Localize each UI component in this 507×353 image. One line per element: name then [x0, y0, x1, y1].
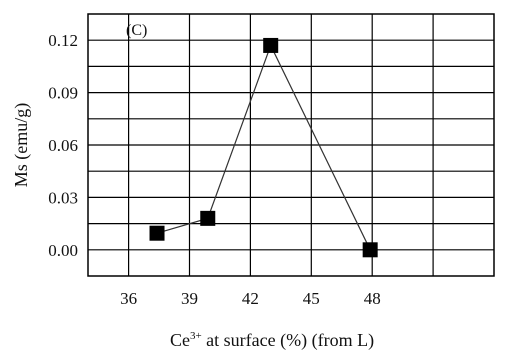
series-line: [156, 43, 371, 251]
data-point: [263, 37, 279, 53]
grid: [88, 14, 494, 276]
x-tick-label: 48: [364, 289, 381, 308]
data-point: [362, 242, 378, 258]
data-point: [149, 225, 165, 241]
y-tick-label: 0.09: [48, 84, 78, 103]
x-tick-label: 36: [120, 289, 137, 308]
x-axis-label-rest: at surface (%) (from L): [202, 330, 374, 351]
y-axis-label: Ms (emu/g): [11, 103, 32, 188]
y-tick-label: 0.06: [48, 136, 78, 155]
x-axis-label: Ce3+ at surface (%) (from L): [170, 330, 374, 351]
y-tick-label: 0.12: [48, 31, 78, 50]
y-tick-label: 0.00: [48, 241, 78, 260]
x-tick-label: 42: [242, 289, 259, 308]
x-axis-label-base: Ce: [170, 330, 190, 350]
x-tick-label: 45: [303, 289, 320, 308]
data-point: [200, 210, 216, 226]
y-tick-label: 0.03: [48, 188, 78, 207]
panel-label: (C): [126, 22, 147, 39]
x-tick-label: 39: [181, 289, 198, 308]
x-axis-label-sup: 3+: [190, 330, 202, 342]
ticks: 36 39 42 45 48 0.00 0.03 0.06 0.09 0.12: [48, 31, 380, 308]
series: [149, 37, 378, 258]
